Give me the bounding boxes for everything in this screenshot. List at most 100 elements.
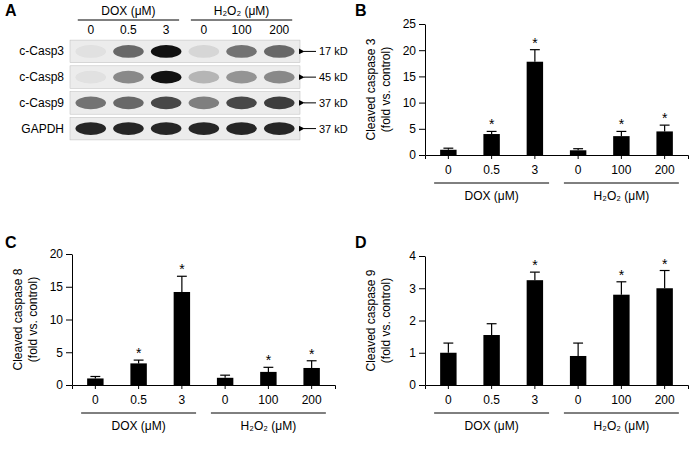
x-tick: 0 bbox=[92, 385, 99, 407]
x-tick-mark bbox=[181, 385, 182, 389]
y-tick: 10 bbox=[50, 313, 72, 327]
y-tick-mark bbox=[419, 24, 425, 25]
x-tick: 100 bbox=[258, 385, 278, 407]
error-bar bbox=[530, 50, 540, 62]
x-tick-mark bbox=[534, 155, 535, 159]
blot-strip bbox=[70, 66, 300, 89]
group-label: H₂O₂ (μM) bbox=[214, 4, 270, 18]
error-bar bbox=[177, 276, 187, 292]
x-tick-mark bbox=[225, 385, 226, 389]
x-tick-label: 0 bbox=[575, 163, 582, 177]
blot-band bbox=[151, 71, 182, 84]
group-line bbox=[564, 413, 679, 414]
bar bbox=[570, 356, 586, 385]
x-tick-label: 0 bbox=[445, 163, 452, 177]
blot-band bbox=[226, 45, 257, 58]
x-axis: 00.530100200 bbox=[73, 385, 336, 407]
lane-label: 200 bbox=[269, 23, 289, 37]
y-tick: 10 bbox=[403, 96, 425, 110]
x-tick-label: 100 bbox=[258, 393, 278, 407]
y-tick-mark bbox=[419, 321, 425, 322]
bar bbox=[613, 136, 629, 155]
x-tick-mark bbox=[578, 385, 579, 389]
y-tick: 3 bbox=[409, 282, 425, 296]
error-stem bbox=[578, 343, 579, 356]
x-tick: 0 bbox=[222, 385, 229, 407]
size-label: 37 kD bbox=[319, 97, 348, 109]
blot-band bbox=[151, 122, 182, 135]
error-cap bbox=[220, 375, 230, 376]
group-label: DOX (μM) bbox=[464, 419, 518, 433]
group-line bbox=[78, 20, 179, 21]
x-tick-mark bbox=[534, 385, 535, 389]
y-axis-title: Cleaved caspase 3 bbox=[364, 38, 378, 140]
blot-band bbox=[264, 122, 295, 135]
bar-panel: C****0510152000.530100200DOX (μM)H₂O₂ (μ… bbox=[5, 234, 336, 433]
significance: * bbox=[619, 267, 625, 283]
bar bbox=[130, 363, 146, 385]
bar bbox=[260, 372, 276, 385]
x-axis: 00.530100200 bbox=[426, 155, 689, 177]
blot-band bbox=[113, 97, 144, 110]
x-tick-mark bbox=[578, 155, 579, 159]
x-tick-mark bbox=[491, 155, 492, 159]
x-tick: 3 bbox=[532, 385, 539, 407]
y-tick: 0 bbox=[56, 378, 72, 392]
blot-band bbox=[75, 45, 106, 58]
group-line bbox=[81, 413, 196, 414]
size-arrow bbox=[304, 77, 316, 78]
blot-band bbox=[75, 122, 106, 135]
x-tick-label: 200 bbox=[655, 393, 675, 407]
error-bar bbox=[573, 149, 583, 151]
y-axis-title: (fold vs. control) bbox=[379, 47, 393, 132]
size-arrow bbox=[304, 102, 316, 103]
x-tick-label: 0.5 bbox=[130, 393, 147, 407]
error-cap bbox=[443, 342, 453, 343]
error-stem bbox=[181, 276, 182, 292]
blot-band bbox=[226, 71, 257, 84]
x-axis-line bbox=[426, 386, 689, 390]
blot-strip bbox=[70, 117, 300, 140]
x-tick: 200 bbox=[655, 385, 675, 407]
x-tick: 100 bbox=[611, 155, 631, 177]
size-label: 37 kD bbox=[319, 123, 348, 135]
y-tick-label: 25 bbox=[403, 17, 417, 31]
y-tick-mark bbox=[419, 129, 425, 130]
x-tick: 100 bbox=[611, 385, 631, 407]
x-tick-mark bbox=[621, 155, 622, 159]
y-tick-mark bbox=[419, 103, 425, 104]
blot-band bbox=[113, 71, 144, 84]
y-tick-label: 3 bbox=[409, 282, 416, 296]
blot-band bbox=[226, 97, 257, 110]
error-bar bbox=[220, 375, 230, 378]
bar bbox=[527, 62, 543, 155]
y-tick-mark bbox=[419, 155, 425, 156]
error-stem bbox=[534, 50, 535, 62]
y-tick-mark bbox=[419, 288, 425, 289]
x-tick-mark bbox=[138, 385, 139, 389]
y-tick: 25 bbox=[403, 17, 425, 31]
significance: * bbox=[532, 257, 538, 273]
significance: * bbox=[489, 116, 495, 132]
bar bbox=[656, 288, 672, 385]
y-tick: 5 bbox=[56, 346, 72, 360]
blot-band bbox=[75, 71, 106, 84]
error-bar bbox=[443, 343, 453, 353]
error-bar bbox=[443, 148, 453, 150]
error-cap bbox=[573, 148, 583, 149]
x-tick: 0 bbox=[575, 155, 582, 177]
error-stem bbox=[664, 271, 665, 289]
figure: ADOX (μM)H₂O₂ (μM)00.530100200c-Casp317 … bbox=[0, 0, 697, 459]
significance: * bbox=[619, 116, 625, 132]
blot-band bbox=[151, 45, 182, 58]
y-tick-mark bbox=[66, 287, 72, 288]
y-axis-line bbox=[425, 25, 426, 156]
bar bbox=[483, 134, 499, 155]
x-tick: 3 bbox=[532, 155, 539, 177]
group-label: DOX (μM) bbox=[101, 4, 155, 18]
error-bar bbox=[573, 343, 583, 356]
x-tick-mark bbox=[448, 155, 449, 159]
lane-label: 3 bbox=[163, 23, 170, 37]
x-tick-mark bbox=[621, 385, 622, 389]
significance: * bbox=[532, 35, 538, 51]
